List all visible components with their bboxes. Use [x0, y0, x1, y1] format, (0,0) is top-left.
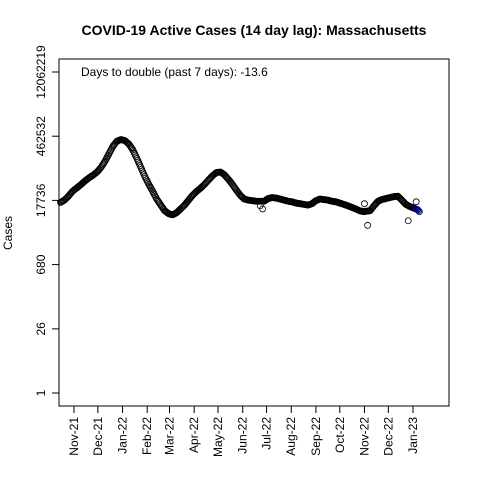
y-tick-label-2: 680 [34, 254, 48, 274]
days-to-double-annotation: Days to double (past 7 days): -13.6 [81, 65, 268, 79]
x-tick-label-11: Oct-22 [333, 417, 347, 453]
x-tick-label-4: Mar-22 [162, 417, 176, 455]
data-point-216 [228, 180, 236, 188]
x-tick-label-6: May-22 [211, 417, 225, 457]
x-tick-label-0: Nov-21 [67, 417, 81, 456]
chart-title: COVID-19 Active Cases (14 day lag): Mass… [82, 22, 427, 38]
data-point-127 [158, 202, 165, 210]
x-tick-label-12: Nov-22 [357, 417, 371, 456]
y-tick-label-1: 26 [34, 322, 48, 336]
data-points [57, 136, 423, 229]
x-tick-label-1: Dec-21 [91, 417, 105, 456]
y-tick-label-4: 462532 [34, 116, 48, 156]
x-tick-label-7: Jun-22 [236, 417, 250, 454]
data-point-50 [96, 164, 104, 172]
x-tick-label-10: Sep-22 [309, 417, 323, 456]
x-tick-label-2: Jan-22 [116, 417, 130, 454]
data-point-218 [230, 183, 238, 191]
data-point-455 [364, 221, 372, 229]
x-tick-label-5: Apr-22 [187, 417, 201, 453]
y-axis-title: Cases [1, 216, 15, 250]
y-axis: 1 26 680 17736 462532 12062219 [34, 45, 59, 396]
y-tick-label-0: 1 [34, 389, 48, 396]
x-axis: Nov-21 Dec-21 Jan-22 Feb-22 Mar-22 Apr-22 May-… [67, 406, 420, 457]
y-tick-label-5: 12062219 [34, 45, 48, 99]
x-tick-label-9: Aug-22 [284, 417, 298, 456]
data-point-217 [229, 182, 237, 189]
plot-frame [58, 58, 450, 407]
data-point-126 [157, 201, 165, 209]
x-tick-label-3: Feb-22 [140, 417, 154, 455]
data-point-451 [415, 208, 423, 216]
data-point-450 [415, 207, 422, 215]
x-tick-label-13: Dec-22 [381, 417, 395, 456]
data-point-453 [259, 205, 266, 213]
y-tick-label-3: 17736 [34, 183, 48, 217]
x-tick-label-14: Jan-23 [406, 417, 420, 454]
data-point-456 [404, 217, 412, 225]
data-point-457 [412, 198, 420, 206]
data-point-454 [361, 200, 368, 208]
x-tick-label-8: Jul-22 [260, 417, 274, 450]
data-point-449 [414, 206, 422, 214]
